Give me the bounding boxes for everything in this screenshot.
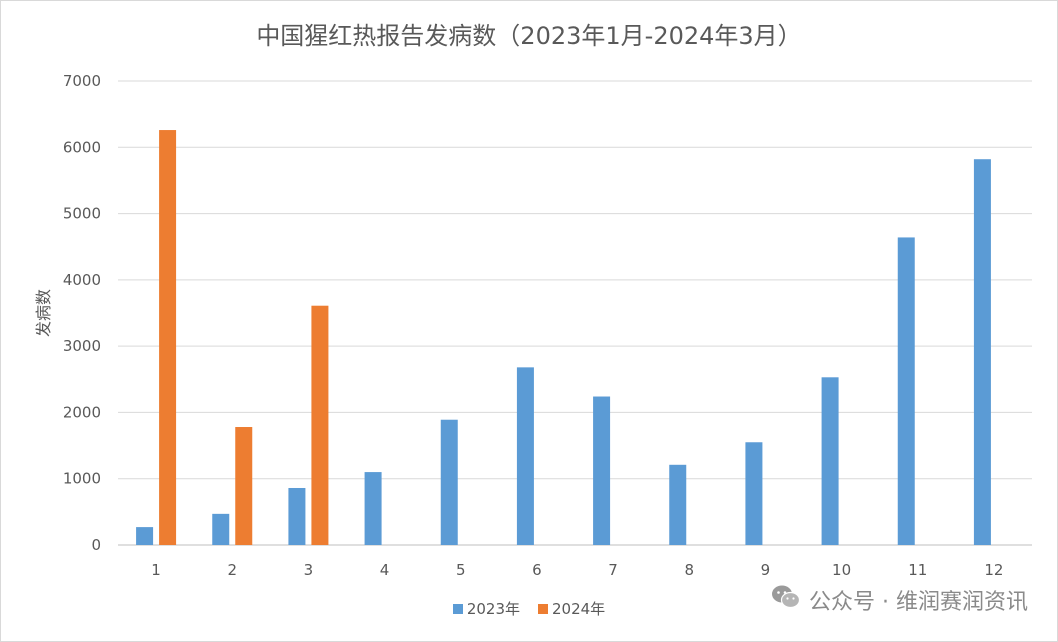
bar-2023年-5: [440, 419, 458, 545]
x-tick-label: 12: [984, 561, 1003, 579]
bar-2023年-2: [212, 513, 230, 545]
bar-2024年-1: [159, 130, 177, 545]
x-tick-label: 4: [380, 561, 390, 579]
legend-label-2024: 2024年: [552, 600, 606, 618]
legend-swatch-2023: [452, 603, 463, 614]
y-tick-label: 5000: [63, 205, 101, 223]
legend: 2023年 2024年: [0, 598, 1058, 619]
x-tick-label: 10: [832, 561, 851, 579]
legend-label-2023: 2023年: [466, 600, 520, 618]
y-tick-label: 2000: [63, 403, 101, 421]
y-tick-label: 4000: [63, 271, 101, 289]
x-tick-label: 7: [608, 561, 618, 579]
legend-item-2023: 2023年: [452, 598, 520, 619]
chart-title: 中国猩红热报告发病数（2023年1月-2024年3月）: [256, 22, 802, 50]
x-tick-label: 5: [456, 561, 466, 579]
bar-2023年-10: [821, 377, 839, 545]
bar-2024年-3: [311, 305, 329, 545]
y-tick-label: 7000: [63, 72, 101, 90]
y-tick-label: 6000: [63, 138, 101, 156]
watermark: 公众号 · 维润赛润资讯: [771, 584, 1028, 616]
y-tick-label: 3000: [63, 337, 101, 355]
bar-2023年-12: [973, 159, 991, 545]
bar-2023年-11: [897, 237, 915, 546]
x-tick-label: 2: [227, 561, 237, 579]
y-tick-label: 0: [91, 536, 101, 554]
wechat-icon: [771, 584, 801, 616]
bar-2023年-4: [364, 472, 382, 545]
bar-2023年-7: [593, 396, 611, 545]
x-tick-label: 6: [532, 561, 542, 579]
watermark-text: 公众号 · 维润赛润资讯: [809, 590, 1028, 615]
x-tick-label: 11: [908, 561, 927, 579]
legend-item-2024: 2024年: [538, 598, 605, 619]
x-tick-label: 3: [304, 561, 314, 579]
bar-2023年-6: [516, 367, 534, 545]
legend-swatch-2024: [538, 603, 548, 614]
bar-2023年-1: [136, 527, 154, 545]
x-tick-label: 8: [684, 561, 694, 579]
x-tick-label: 9: [761, 561, 771, 579]
bar-2023年-3: [288, 487, 306, 545]
bar-2023年-9: [745, 442, 763, 545]
bar-2023年-8: [669, 464, 687, 545]
bar-2024年-2: [235, 427, 253, 545]
x-tick-label: 1: [151, 561, 161, 579]
y-tick-label: 1000: [63, 470, 101, 488]
